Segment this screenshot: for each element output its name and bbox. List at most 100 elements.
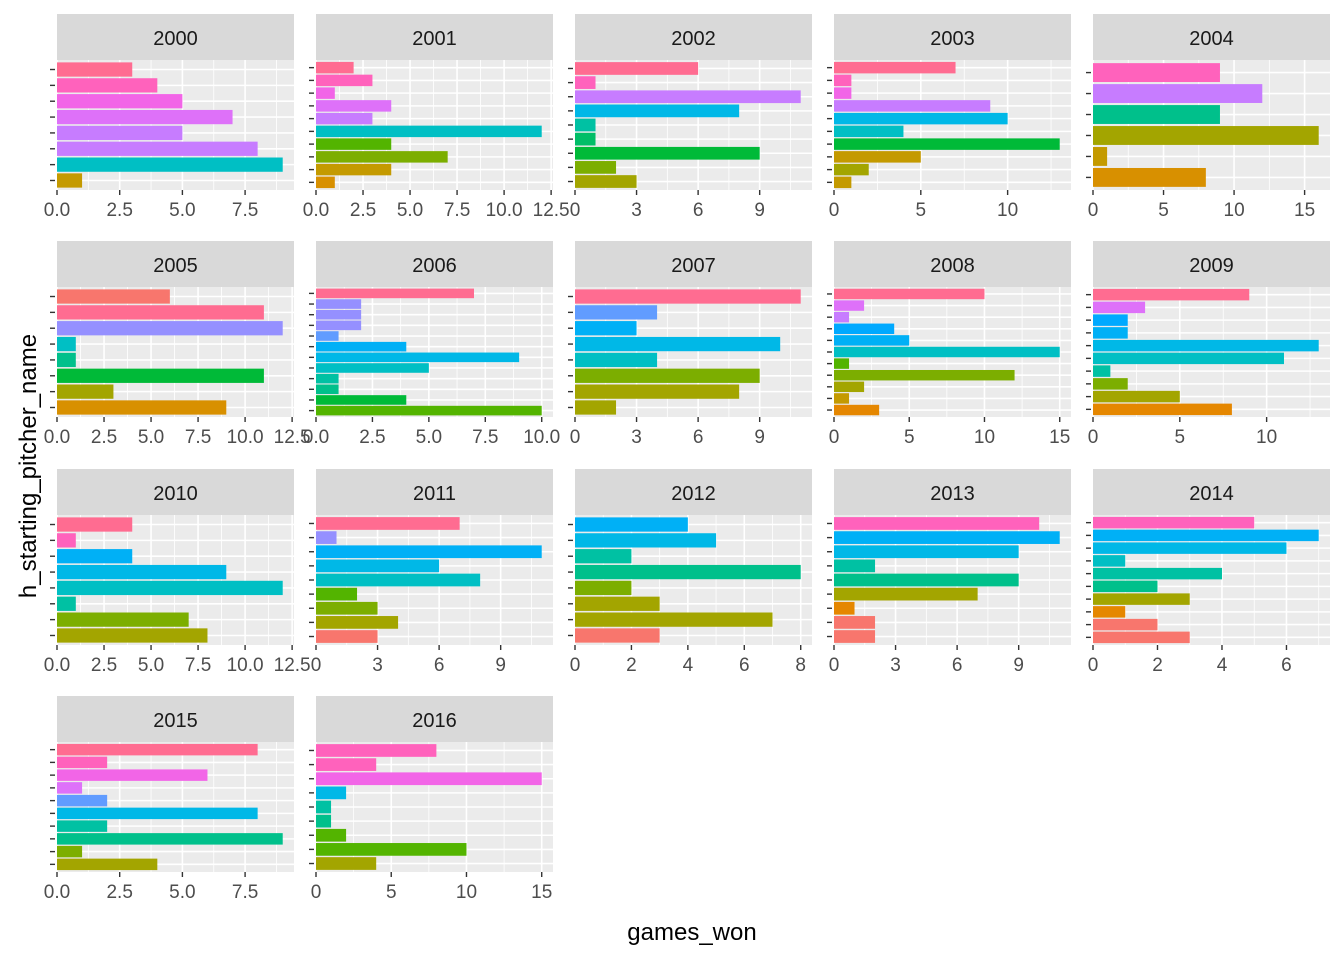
bar	[316, 517, 460, 530]
bar	[316, 405, 542, 416]
bar	[1093, 126, 1319, 145]
facet-strip	[57, 14, 294, 60]
bar	[57, 820, 108, 832]
x-tick-label: 0	[570, 200, 581, 221]
x-tick-label: 5.0	[138, 427, 164, 448]
bar	[316, 800, 332, 814]
bar	[575, 400, 617, 415]
bar	[316, 61, 354, 74]
bar	[316, 341, 407, 352]
bar	[316, 573, 481, 587]
x-tick-label: 10	[1256, 427, 1277, 448]
bar	[834, 176, 852, 189]
x-tick-label: 2.5	[91, 427, 117, 448]
bar	[1093, 606, 1126, 618]
bar	[575, 321, 637, 336]
bar	[575, 305, 658, 320]
x-tick-label: 2.5	[91, 655, 117, 676]
bar	[834, 323, 895, 335]
facet-strip	[575, 241, 812, 287]
facet-strip-label: 2005	[153, 255, 198, 277]
bar	[57, 305, 264, 320]
bar	[316, 299, 362, 309]
x-tick-label: 2.5	[106, 200, 132, 221]
facet-strip	[834, 469, 1071, 515]
bar	[316, 125, 542, 138]
x-tick-label: 7.5	[232, 200, 258, 221]
bar	[316, 772, 542, 786]
bar	[57, 78, 158, 93]
facet-strip-label: 2008	[930, 255, 975, 277]
x-tick-label: 10.0	[227, 655, 264, 676]
bar	[575, 175, 637, 188]
bar	[1093, 555, 1126, 567]
bar	[575, 533, 717, 548]
bar	[316, 112, 373, 125]
x-tick-label: 15	[1294, 200, 1315, 221]
x-tick-label: 5	[916, 200, 927, 221]
x-tick-label: 2.5	[106, 882, 132, 903]
facet-panel: 2016 0 5 10 15	[309, 696, 553, 903]
facet-strip	[316, 696, 553, 742]
bar	[575, 118, 596, 132]
bar	[834, 74, 852, 87]
facet-strip	[834, 241, 1071, 287]
bar	[316, 74, 373, 87]
bar	[834, 112, 1008, 125]
bar	[1093, 542, 1287, 554]
bar	[316, 587, 358, 601]
bar	[575, 517, 688, 532]
x-tick-label: 4	[683, 655, 694, 676]
bar	[57, 782, 83, 794]
bar	[316, 395, 407, 405]
x-tick-label: 2.5	[359, 427, 385, 448]
x-tick-label: 5	[1158, 200, 1169, 221]
bar	[575, 104, 740, 118]
x-tick-label: 5	[386, 882, 397, 903]
facet-strip-label: 2007	[671, 255, 716, 277]
bar	[834, 288, 985, 300]
bar	[834, 300, 865, 311]
bar	[57, 157, 283, 172]
bar	[57, 94, 183, 109]
plot-background	[834, 60, 1071, 190]
bar	[316, 138, 392, 150]
facet-strip-label: 2011	[413, 483, 456, 505]
x-tick-label: 0	[570, 427, 581, 448]
bar	[316, 814, 332, 828]
bar	[575, 90, 801, 104]
x-tick-label: 10.0	[486, 200, 523, 221]
facet-strip	[57, 469, 294, 515]
bar	[834, 531, 1060, 544]
facet-panel: 2002 0 3 6 9	[568, 14, 812, 221]
bar	[57, 564, 227, 580]
facet-strip-label: 2010	[153, 483, 198, 505]
x-tick-label: 0	[1088, 655, 1099, 676]
facet-strip-label: 2012	[671, 483, 716, 505]
x-tick-label: 10.0	[523, 427, 560, 448]
x-tick-label: 5.0	[397, 200, 423, 221]
x-tick-label: 3	[631, 200, 642, 221]
facet-strip	[575, 469, 812, 515]
bar	[834, 559, 876, 573]
x-tick-label: 15	[1049, 427, 1070, 448]
bar	[834, 311, 850, 323]
bar	[575, 161, 617, 174]
x-tick-label: 6	[434, 655, 445, 676]
x-axis-title: games_won	[627, 919, 756, 946]
x-tick-label: 5.0	[169, 882, 195, 903]
facet-strip	[57, 696, 294, 742]
bar	[316, 163, 392, 176]
facet-strip-label: 2003	[930, 28, 975, 50]
x-tick-label: 9	[754, 200, 765, 221]
bar	[834, 616, 876, 629]
bar	[1093, 403, 1232, 416]
x-tick-label: 6	[693, 200, 704, 221]
bar	[575, 132, 596, 146]
x-tick-label: 9	[495, 655, 506, 676]
facet-strip-label: 2001	[412, 28, 457, 50]
facet-panel: 2000 0.0 2.5 5.0 7.5	[44, 14, 294, 221]
bar	[316, 320, 362, 331]
x-tick-label: 6	[693, 427, 704, 448]
bar	[834, 335, 910, 346]
